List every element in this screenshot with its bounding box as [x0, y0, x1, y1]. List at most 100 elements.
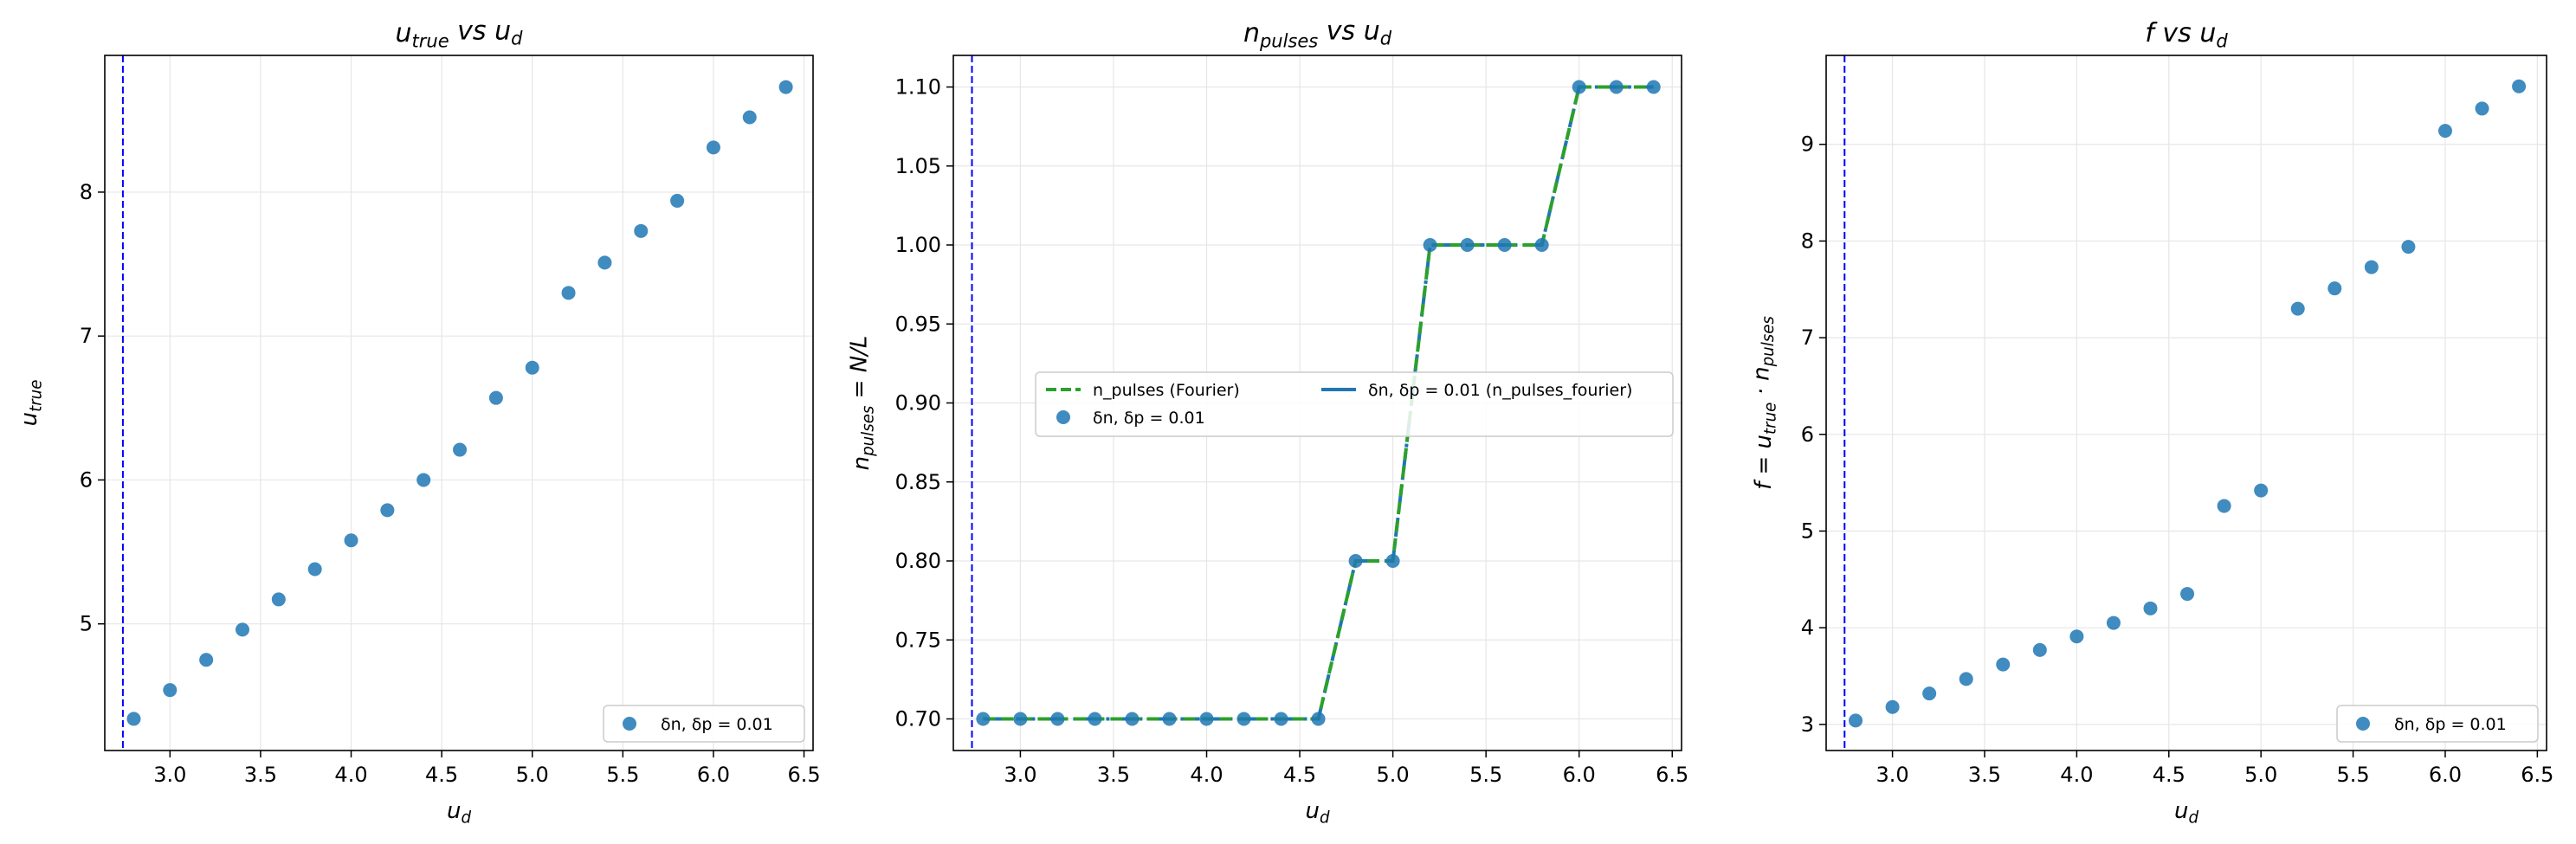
data-point [416, 473, 431, 487]
y-tick-label: 7 [80, 324, 93, 348]
chart-title-sub2: d [2216, 30, 2228, 51]
data-point [1236, 712, 1251, 726]
data-point [1311, 712, 1326, 726]
y-tick-label: 6 [80, 467, 93, 492]
chart-title-rest: vs u [449, 16, 511, 46]
axes-frame [1825, 55, 2547, 751]
data-point [1274, 712, 1288, 726]
y-tick-label: 9 [1801, 132, 1814, 157]
data-point [380, 503, 395, 518]
data-point [1162, 712, 1177, 726]
y-tick-label: 4 [1801, 615, 1814, 640]
data-point [634, 223, 649, 238]
x-axis-label-main: u [447, 798, 461, 824]
data-point [1849, 713, 1863, 728]
data-point [706, 140, 720, 155]
x-axis-label-sub: d [2188, 809, 2198, 827]
x-tick-label: 6.5 [2521, 763, 2553, 787]
x-tick-label: 3.5 [1097, 763, 1130, 787]
data-point [235, 622, 249, 637]
data-point [1088, 712, 1102, 726]
chart-title-rest: vs u [1318, 16, 1379, 46]
data-point [1385, 554, 1400, 568]
x-tick-label: 6.0 [2429, 763, 2462, 787]
data-point [2254, 483, 2269, 498]
data-point [2069, 629, 2084, 644]
x-tick-label: 5.5 [1469, 763, 1502, 787]
data-point [271, 592, 286, 607]
y-axis-label-sub: true [27, 380, 45, 412]
data-point [2512, 79, 2527, 93]
y-tick-label: 1.00 [895, 233, 941, 257]
data-point [199, 653, 214, 667]
y-tick-label: 0.90 [895, 391, 941, 416]
y-tick-label: 6 [1801, 422, 1814, 447]
data-point [163, 683, 178, 698]
data-point [126, 712, 141, 726]
x-tick-label: 5.0 [1377, 763, 1410, 787]
legend-scatter-swatch [623, 717, 636, 731]
legend-box [603, 705, 805, 743]
legend-fourier-label: n_pulses (Fourier) [1093, 381, 1240, 400]
chart-title: f vs ud [2145, 18, 2228, 51]
x-tick-label: 5.0 [516, 763, 549, 787]
axes-frame [104, 55, 814, 751]
data-point [1199, 712, 1214, 726]
x-tick-label: 5.5 [2336, 763, 2369, 787]
y-tick-label: 7 [1801, 325, 1814, 350]
data-point [1348, 554, 1363, 568]
data-point [2290, 301, 2305, 316]
y-axis-label-sub: true [1761, 403, 1779, 435]
x-axis-label: ud [1305, 798, 1329, 827]
chart-title-main: n [1243, 18, 1260, 48]
legend-box [2336, 705, 2539, 743]
x-axis-label-sub: d [1320, 809, 1330, 827]
y-axis-label: npulses = N/L [847, 336, 878, 471]
x-tick-label: 6.5 [787, 763, 820, 787]
x-axis-label-main: u [1305, 798, 1319, 824]
data-point [1572, 80, 1586, 94]
data-point [1609, 80, 1624, 94]
y-tick-label: 5 [80, 612, 93, 636]
legend: δn, δp = 0.01 [603, 705, 805, 743]
x-tick-label: 6.5 [1656, 763, 1688, 787]
legend-scatter-label: δn, δp = 0.01 [1093, 409, 1205, 428]
data-point [1996, 657, 2011, 672]
y-axis-label-rest: = N/L [847, 336, 873, 406]
data-point [2437, 124, 2452, 139]
data-point [597, 255, 612, 270]
data-point [1646, 80, 1661, 94]
data-point [1050, 712, 1065, 726]
x-tick-label: 5.5 [606, 763, 639, 787]
x-tick-label: 3.5 [1968, 763, 2001, 787]
y-tick-label: 8 [1801, 229, 1814, 253]
y-tick-label: 5 [1801, 519, 1814, 543]
y-tick-label: 0.70 [895, 707, 941, 731]
data-point [742, 110, 757, 125]
x-axis-label: ud [2174, 798, 2198, 827]
legend-scatter-label: δn, δp = 0.01 [2394, 715, 2507, 734]
data-point [976, 712, 991, 726]
y-tick-label: 1.10 [895, 75, 941, 100]
x-tick-label: 4.0 [2060, 763, 2093, 787]
data-point [1959, 672, 1973, 686]
x-axis-label: ud [447, 798, 471, 827]
legend-scatter-swatch [2356, 717, 2370, 731]
data-point [2401, 240, 2416, 254]
data-point [561, 286, 576, 300]
data-point [1534, 238, 1549, 252]
panel-npulses-vs-ud: 3.0 3.5 4.0 4.5 5.0 5.5 6.0 6.5 0.70 0.75 0.80 0.85… [847, 16, 1689, 827]
data-point [1125, 712, 1140, 726]
x-tick-label: 4.0 [1190, 763, 1223, 787]
y-axis-label-main: u [16, 412, 42, 426]
grid [105, 55, 813, 751]
chart-title-sub: true [412, 30, 449, 51]
data-point [1423, 238, 1437, 252]
x-tick-label: 4.5 [2153, 763, 2185, 787]
data-point [2217, 499, 2231, 513]
data-point [2364, 260, 2379, 274]
data-point [2180, 587, 2195, 602]
y-tick-label: 0.85 [895, 470, 941, 494]
chart-title-sub: pulses [1259, 30, 1318, 51]
y-axis-label-rest: · n [1749, 366, 1775, 402]
